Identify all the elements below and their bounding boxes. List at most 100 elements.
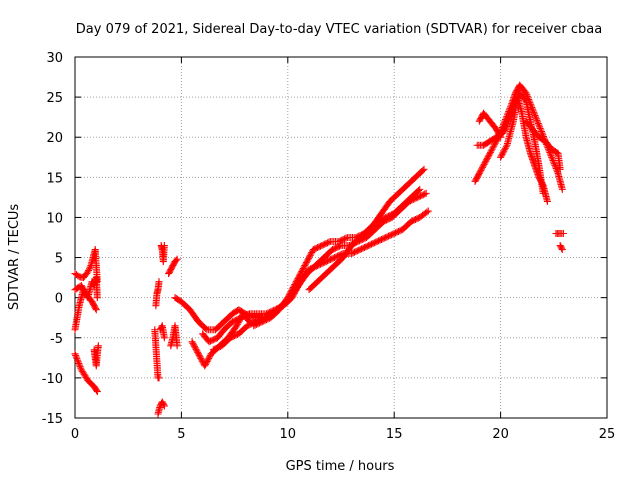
data-point-marker [191,344,199,352]
data-point-marker [295,273,303,281]
data-point-marker [72,353,80,361]
data-point-marker [302,260,310,268]
data-point-marker [293,276,301,284]
data-point-marker [479,163,487,171]
data-point-marker [203,357,211,365]
data-series [71,81,567,418]
series-s3 [71,274,101,334]
data-point-marker [483,156,491,164]
data-point-marker [196,353,204,361]
data-point-marker [233,322,241,330]
data-point-marker [548,153,556,161]
data-point-marker [75,361,83,369]
data-point-marker [478,165,486,173]
series-s25 [556,242,566,254]
data-point-marker [299,266,307,274]
data-point-marker [297,269,305,277]
data-point-marker [536,123,544,131]
data-point-marker [423,208,431,216]
data-point-marker [497,153,505,161]
data-point-marker [422,189,430,197]
data-point-marker [93,388,101,396]
data-point-marker [85,265,93,273]
data-point-marker [202,325,210,333]
data-point-marker [85,266,93,274]
data-point-marker [195,351,203,359]
data-point-marker [552,165,560,173]
plot-frame [74,56,608,419]
series-s11 [167,322,181,350]
data-point-marker [481,159,489,167]
data-point-marker [303,257,311,265]
data-point-marker [194,348,202,356]
data-point-marker [475,169,483,177]
data-point-marker [485,151,493,159]
x-tick-label: 15 [386,427,403,442]
data-point-marker [415,187,423,195]
series-s7 [152,278,163,310]
data-point-marker [74,358,82,366]
data-point-marker [336,242,344,250]
data-point-marker [206,353,214,361]
series-s5 [90,342,102,370]
data-point-marker [496,132,504,140]
data-point-marker [490,141,498,149]
y-tick-label: -15 [42,412,63,427]
data-point-marker [543,197,551,205]
data-point-marker [155,278,163,286]
data-point-marker [198,356,206,364]
data-point-marker [419,166,427,174]
x-tick-label: 0 [71,427,79,442]
data-point-marker [558,244,566,252]
series-s23 [522,117,564,173]
data-point-marker [538,180,546,188]
data-point-marker [77,364,85,372]
data-point-marker [486,148,494,156]
data-point-marker [537,128,545,136]
series-s9 [156,322,168,342]
data-point-marker [285,291,293,299]
data-point-marker [288,285,296,293]
data-point-marker [482,157,490,165]
data-point-marker [558,185,566,193]
data-point-marker [500,147,508,155]
data-point-marker [160,401,168,409]
data-point-marker [190,341,198,349]
data-point-marker [300,263,308,271]
data-point-marker [537,126,545,134]
data-point-marker [546,150,554,158]
axes [74,56,608,419]
data-point-marker [502,143,510,151]
data-point-marker [234,320,242,328]
data-point-marker [197,354,205,362]
data-point-marker [302,259,310,267]
data-point-marker [521,88,529,96]
data-point-marker [92,304,100,312]
data-point-marker [536,124,544,132]
data-point-marker [489,144,497,152]
y-tick-label: 10 [46,211,63,226]
data-point-marker [480,160,488,168]
data-point-marker [205,354,213,362]
data-point-marker [547,152,555,160]
data-point-marker [289,283,297,291]
data-point-marker [296,270,304,278]
series-s8 [154,398,168,418]
data-point-marker [93,294,101,302]
data-point-marker [155,374,163,382]
data-point-marker [497,133,505,141]
data-point-marker [301,262,309,270]
data-point-marker [298,267,306,275]
y-tick-label: 0 [55,292,63,307]
data-point-marker [160,242,168,250]
data-point-marker [479,162,487,170]
data-point-marker [533,116,541,124]
data-point-marker [190,342,198,350]
data-point-marker [486,150,494,158]
data-point-marker [287,288,295,296]
data-point-marker [535,121,543,129]
data-point-marker [173,342,181,350]
series-s6 [151,326,163,382]
data-point-marker [244,310,252,318]
